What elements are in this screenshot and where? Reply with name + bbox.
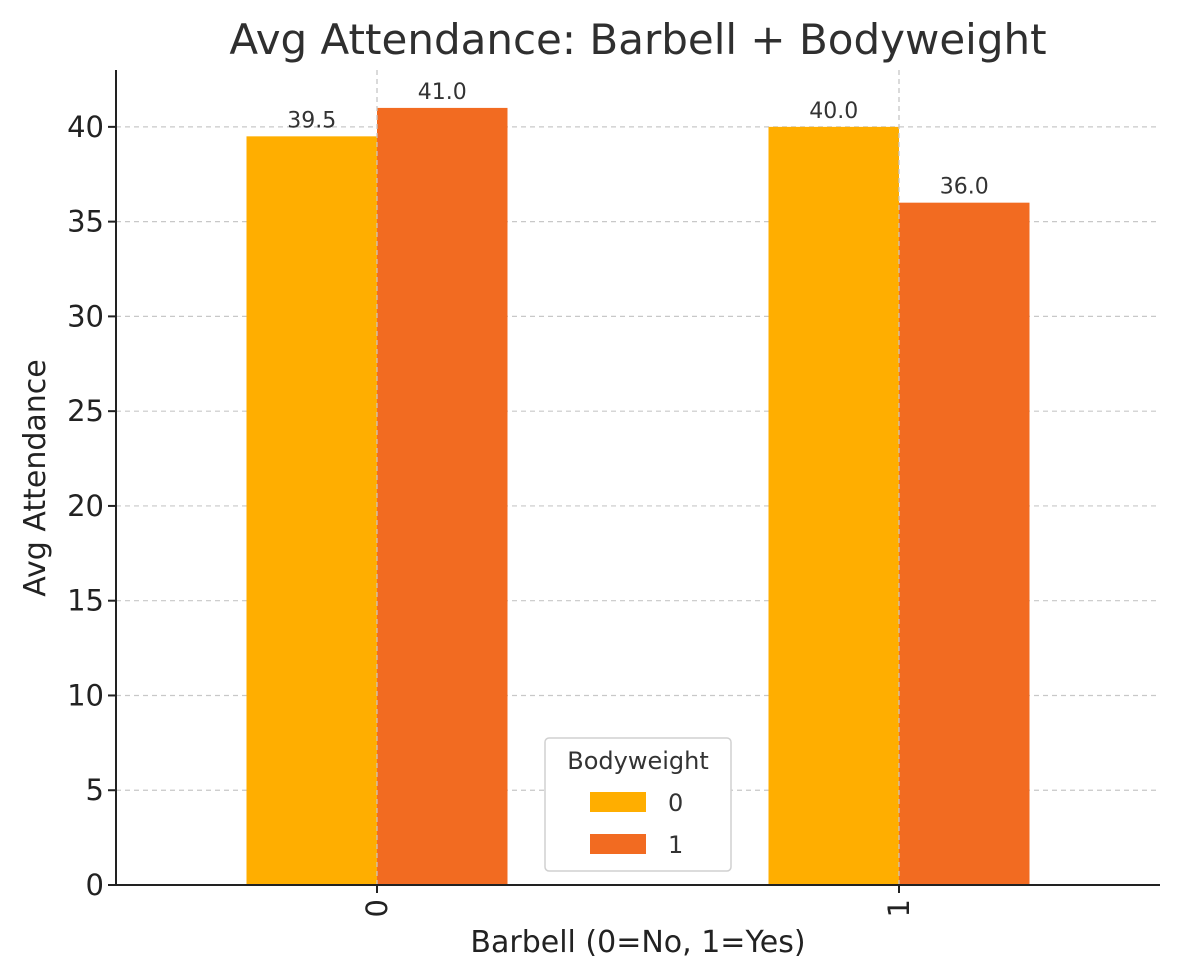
y-tick-label: 0 (86, 868, 104, 902)
legend-swatch (590, 834, 646, 854)
y-tick-label: 10 (67, 678, 104, 712)
legend: Bodyweight 01 (544, 737, 732, 872)
x-tick-label: 0 (360, 899, 394, 917)
y-tick-label: 20 (67, 489, 104, 523)
y-tick-label: 5 (86, 773, 104, 807)
bar (377, 107, 508, 885)
legend-entry-label: 1 (668, 831, 683, 859)
legend-entry-label: 0 (668, 789, 683, 817)
bar (246, 136, 377, 885)
legend-items: 01 (590, 789, 683, 859)
data-label: 41.0 (418, 80, 467, 105)
y-tick-label: 15 (67, 584, 104, 618)
chart-title: Avg Attendance: Barbell + Bodyweight (229, 15, 1046, 64)
data-label: 40.0 (809, 99, 858, 124)
bar (768, 126, 899, 885)
y-tick-label: 35 (67, 205, 104, 239)
x-axis-label: Barbell (0=No, 1=Yes) (470, 925, 805, 960)
data-labels-layer: 39.5 40.0 41.0 36.0 (287, 70, 989, 885)
y-tick-label: 40 (67, 110, 104, 144)
data-label: 36.0 (940, 175, 989, 200)
x-tick-label: 1 (882, 899, 916, 917)
bars-layer (246, 107, 1030, 885)
y-tick-label: 25 (67, 394, 104, 428)
y-tick-label: 30 (67, 299, 104, 333)
data-label: 39.5 (287, 108, 336, 133)
bar (899, 202, 1030, 885)
y-axis-label: Avg Attendance (18, 359, 53, 596)
legend-swatch (590, 792, 646, 812)
legend-title: Bodyweight (567, 747, 709, 775)
